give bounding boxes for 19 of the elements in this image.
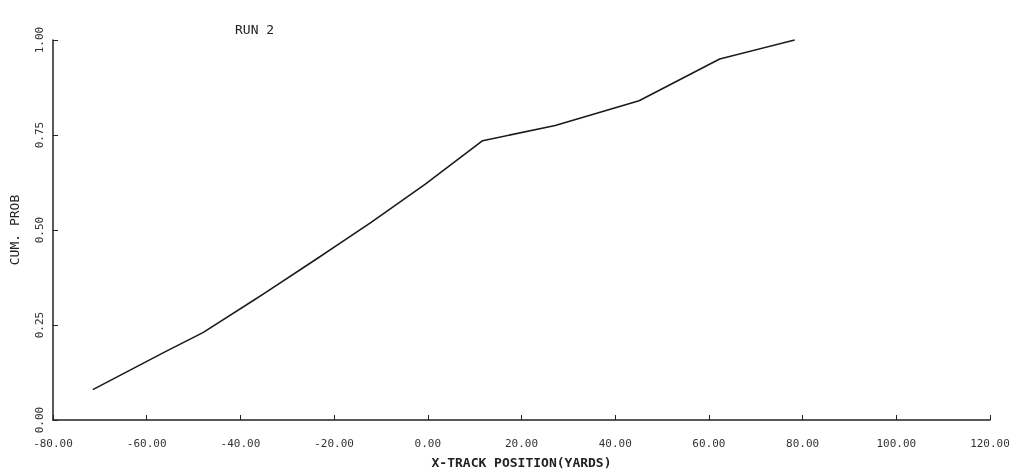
y-tick-label: 0.50 (33, 216, 46, 244)
x-tick-label: -20.00 (314, 437, 354, 450)
chart-title: RUN 2 (235, 22, 275, 37)
x-tick-label: 40.00 (598, 437, 632, 450)
x-tick-label: 120.00 (970, 437, 1010, 450)
x-tick-label: 80.00 (786, 437, 820, 450)
x-tick-label: -80.00 (33, 437, 73, 450)
y-tick-label: 1.00 (33, 26, 46, 54)
x-tick-label: 100.00 (876, 437, 917, 450)
x-tick-label: 20.00 (504, 437, 539, 450)
y-axis-title: CUM. PROB (7, 194, 22, 266)
y-tick-label: 0.75 (33, 121, 46, 149)
x-tick-label: 60.00 (692, 437, 726, 450)
x-tick-label: -40.00 (220, 437, 261, 450)
line-series (92, 39, 796, 391)
x-tick-label: -60.00 (126, 437, 167, 450)
x-axis-title: X-TRACK POSITION(YARDS) (431, 455, 612, 470)
x-tick-label: 0.00 (414, 437, 442, 450)
y-tick-label: 0.25 (33, 311, 46, 339)
